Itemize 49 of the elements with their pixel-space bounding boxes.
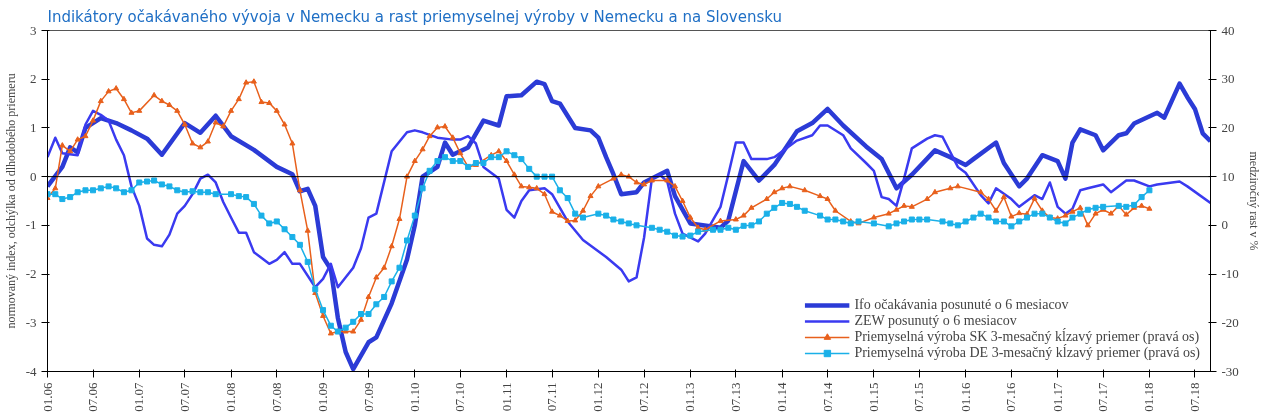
x-tick-label: 07.09	[360, 382, 376, 412]
y2-tick-label: 20	[1221, 119, 1235, 135]
chart-title: Indikátory očakávaného vývoja v Nemecku a rast priemyselnej výroby v Nemecku a na Slovensku	[47, 7, 783, 26]
x-tick-label: 07.10	[452, 382, 468, 412]
x-tick-label: 01.06	[39, 382, 55, 412]
x-tick-label: 01.12	[590, 382, 606, 412]
y-tick-label: 3	[30, 22, 37, 38]
x-tick-label: 07.18	[1186, 382, 1202, 412]
y-tick-label: -2	[25, 266, 37, 282]
x-tick-label: 07.16	[1003, 382, 1019, 412]
y2-tick-label: 40	[1221, 22, 1235, 38]
legend-label: Ifo očakávania posunuté o 6 mesiacov	[854, 297, 1069, 313]
y-tick-label: -4	[25, 363, 37, 379]
legend-label: Priemyselná výroba SK 3-mesačný kĺzavý priemer (pravá os)	[854, 329, 1200, 345]
x-tick-label: 07.08	[268, 382, 284, 412]
x-tick-label: 07.15	[911, 382, 927, 412]
x-tick-label: 01.16	[957, 382, 973, 412]
x-tick-label: 01.18	[1141, 382, 1157, 412]
y2-tick-label: -10	[1221, 266, 1239, 282]
legend-label: ZEW posunutý o 6 mesiacov	[854, 313, 1017, 329]
x-tick-label: 01.14	[774, 382, 790, 412]
x-tick-label: 07.13	[727, 382, 743, 412]
y2-tick-label: -20	[1221, 314, 1239, 330]
y2-axis-title: medziročný rast v %	[1246, 151, 1261, 251]
y-tick-label: 2	[30, 71, 37, 87]
x-tick-label: 01.10	[406, 382, 422, 412]
x-tick-label: 01.11	[498, 382, 514, 412]
y-tick-label: 1	[30, 119, 37, 135]
y2-tick-label: -30	[1221, 363, 1239, 379]
x-tick-label: 07.17	[1095, 382, 1111, 412]
legend-label: Priemyselná výroba DE 3-mesačný kĺzavý priemer (pravá os)	[854, 345, 1200, 361]
x-tick-label: 01.15	[865, 382, 881, 412]
y-axis-title: normovaný index, odchýlka od dlhodobého priemeru	[3, 73, 18, 329]
y2-tick-label: 30	[1221, 71, 1235, 87]
y-tick-label: -3	[25, 314, 37, 330]
y2-tick-label: 0	[1221, 217, 1228, 233]
x-tick-label: 07.11	[544, 382, 560, 412]
x-tick-label: 07.07	[176, 382, 192, 412]
y-tick-label: -1	[25, 217, 37, 233]
y-tick-label: 0	[30, 168, 37, 184]
x-tick-label: 01.08	[223, 382, 239, 412]
x-tick-label: 01.17	[1049, 382, 1065, 412]
x-tick-label: 07.12	[636, 382, 652, 412]
x-tick-label: 07.14	[819, 382, 835, 412]
x-tick-label: 01.07	[131, 382, 147, 412]
x-tick-label: 07.06	[85, 382, 100, 412]
x-tick-label: 01.13	[682, 382, 698, 412]
x-tick-label: 01.09	[315, 382, 331, 412]
y2-tick-label: 10	[1221, 168, 1235, 184]
